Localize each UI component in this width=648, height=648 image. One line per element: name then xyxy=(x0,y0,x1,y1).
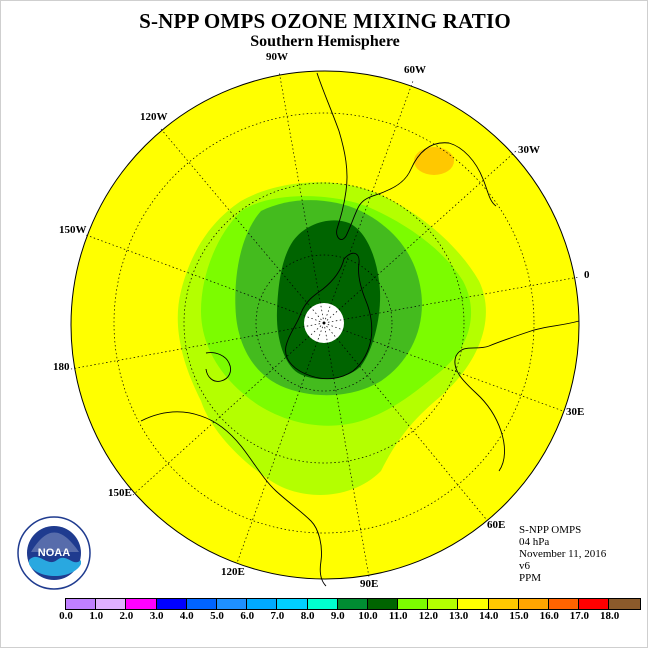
meridian xyxy=(323,322,370,578)
label-30e: 30E xyxy=(566,406,585,418)
colorbar-segment xyxy=(428,599,459,609)
meridian xyxy=(70,322,325,370)
colorbar-tick-label: 2.0 xyxy=(119,610,134,622)
new-zealand-coast xyxy=(205,352,232,382)
colorbar-tick-label: 4.0 xyxy=(179,610,194,622)
label-90w: 90W xyxy=(266,51,288,63)
colorbar-segment xyxy=(518,599,549,609)
colorbar-tick-label: 3.0 xyxy=(149,610,164,622)
info-version: v6 xyxy=(519,560,530,572)
south-america-coast xyxy=(316,72,497,240)
dark-green-core xyxy=(276,220,381,380)
info-level: 04 hPa xyxy=(519,536,550,548)
info-units: PPM xyxy=(519,572,542,584)
colorbar-segment xyxy=(216,599,248,609)
noaa-logo-icon: NOAA xyxy=(17,516,91,590)
colorbar-segment xyxy=(549,599,580,609)
meridian xyxy=(323,322,564,412)
colorbar-tick-label: 15.0 xyxy=(509,610,529,622)
info-date: November 11, 2016 xyxy=(519,548,607,560)
label-150e: 150E xyxy=(108,487,132,499)
latitude-circle xyxy=(255,254,393,392)
colorbar-tick-label: 10.0 xyxy=(358,610,378,622)
colorbar-tick-label: 17.0 xyxy=(569,610,590,622)
map-boundary xyxy=(70,70,580,580)
label-150w: 150W xyxy=(59,224,87,236)
colorbar-segment xyxy=(66,599,97,609)
colorbar-segment xyxy=(277,599,308,609)
colorbar-segment xyxy=(247,599,278,609)
label-120e: 120E xyxy=(221,566,245,578)
colorbar-tick-label: 11.0 xyxy=(388,610,408,622)
colorbar-segment xyxy=(96,599,127,609)
label-120w: 120W xyxy=(140,111,168,123)
label-30w: 30W xyxy=(518,144,540,156)
colorbar-tick-label: 14.0 xyxy=(479,610,499,622)
africa-coast xyxy=(454,320,580,472)
meridian xyxy=(323,150,517,324)
label-90e: 90E xyxy=(360,578,379,590)
colorbar-segment xyxy=(126,599,157,609)
map-title: S-NPP OMPS OZONE MIXING RATIO xyxy=(139,9,511,33)
meridian xyxy=(323,80,414,324)
antarctic-peninsula xyxy=(285,252,373,380)
meridian xyxy=(278,70,325,324)
colorbar-tick-label: 5.0 xyxy=(210,610,224,622)
graticule xyxy=(70,70,580,578)
info-instrument: S-NPP OMPS xyxy=(519,524,582,536)
coastlines xyxy=(140,72,580,587)
colorbar-tick-label: 7.0 xyxy=(270,610,285,622)
noaa-logo-text: NOAA xyxy=(38,547,70,559)
colorbar-segment xyxy=(398,599,429,609)
label-60e: 60E xyxy=(487,519,506,531)
label-180: 180 xyxy=(53,361,70,373)
colorbar-segment xyxy=(307,599,338,609)
colorbar-segment xyxy=(156,599,187,609)
colorbar-segment xyxy=(579,599,610,609)
meridian xyxy=(236,322,325,564)
label-60w: 60W xyxy=(404,64,426,76)
colorbar-tick-label: 8.0 xyxy=(300,610,315,622)
colorbar-segment xyxy=(186,599,217,609)
meridian xyxy=(132,322,325,496)
info-block: S-NPP OMPS 04 hPa November 11, 2016 v6 P… xyxy=(519,524,606,584)
colorbar-segment xyxy=(458,599,489,609)
colorbar-tick-label: 1.0 xyxy=(89,610,104,622)
colorbar-segment xyxy=(337,599,368,609)
colorbar-segment xyxy=(609,599,640,609)
colorbar-tick-label: 12.0 xyxy=(418,610,439,622)
colorbar-tick-label: 0.0 xyxy=(59,610,73,622)
colorbar-tick-label: 16.0 xyxy=(539,610,559,622)
map-subtitle: Southern Hemisphere xyxy=(250,33,400,50)
colorbar-tick-label: 9.0 xyxy=(330,610,345,622)
colorbar xyxy=(65,598,641,610)
colorbar-tick-label: 18.0 xyxy=(599,610,620,622)
colorbar-segment xyxy=(488,599,519,609)
colorbar-segment xyxy=(367,599,399,609)
colorbar-tick-label: 6.0 xyxy=(240,610,255,622)
label-0: 0 xyxy=(584,269,590,281)
colorbar-tick-label: 13.0 xyxy=(448,610,469,622)
latitude-circle xyxy=(183,182,465,464)
orange-spot-near-30W xyxy=(414,147,454,175)
australia-coast xyxy=(140,411,327,587)
latitude-circle xyxy=(113,112,535,534)
